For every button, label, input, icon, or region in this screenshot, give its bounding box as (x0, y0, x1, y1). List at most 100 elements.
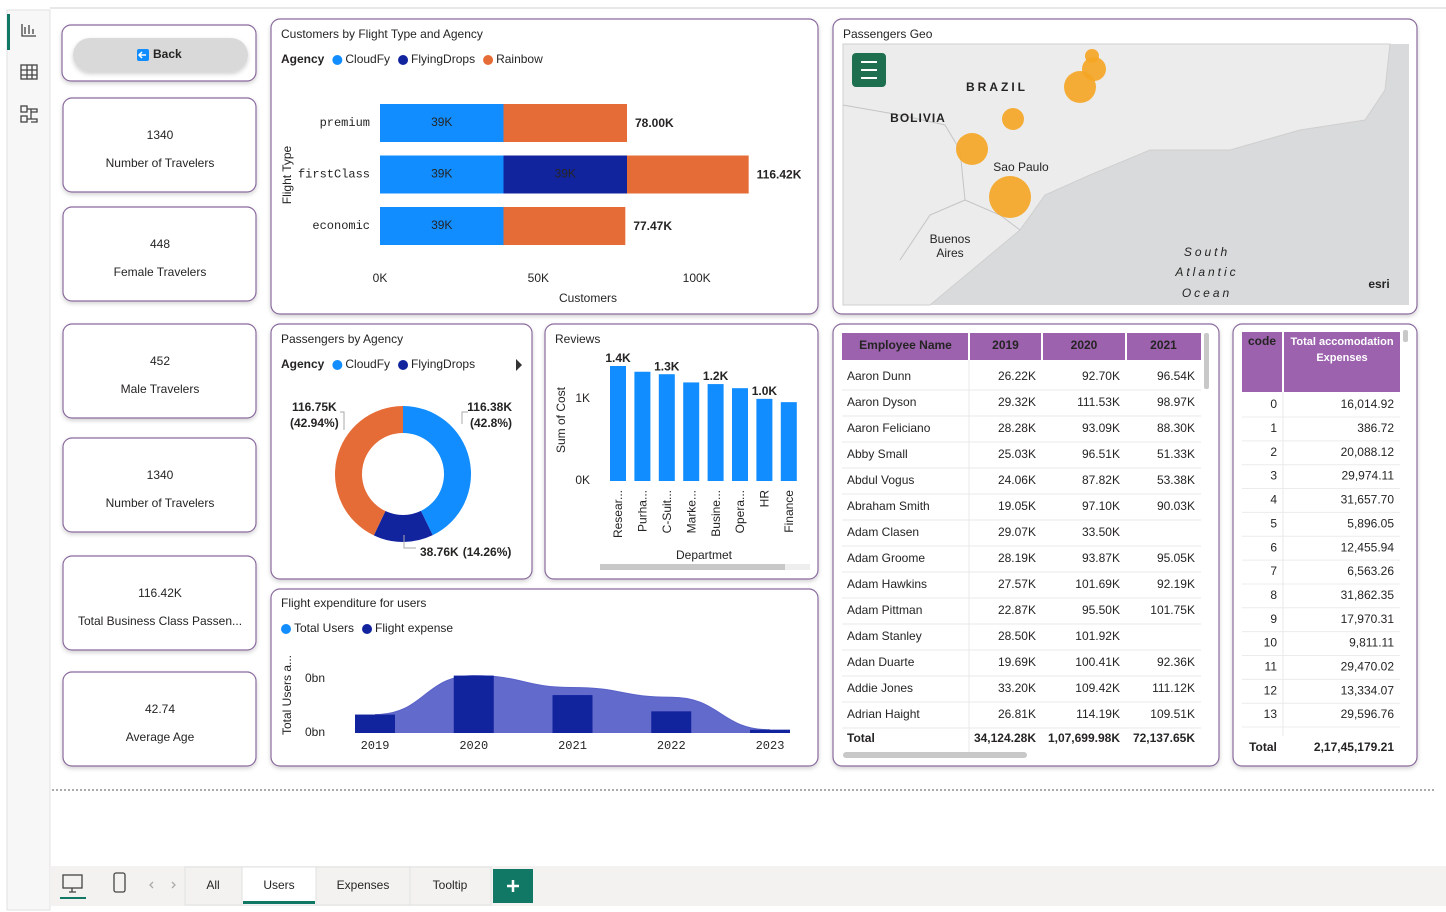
cell: Adam Groome (847, 551, 925, 565)
tab-label[interactable]: Users (263, 878, 294, 892)
cell: 96.54K (1157, 369, 1195, 383)
tab-label[interactable]: All (206, 878, 219, 892)
cell: 33.20K (998, 681, 1036, 695)
legend-title: Agency (281, 52, 325, 66)
data-label: (14.26%) (463, 545, 512, 559)
table-header (842, 333, 1201, 360)
sidebar-icons (20, 24, 38, 123)
cell: Adrian Haight (847, 707, 920, 721)
back-button[interactable]: Back (73, 38, 248, 72)
card-value: 42.74 (145, 702, 175, 716)
cell: 98.97K (1157, 395, 1195, 409)
page-tab[interactable]: Users (241, 866, 317, 906)
scroll-thumb[interactable] (1204, 333, 1209, 389)
column-header: 2021 (1150, 338, 1177, 352)
column-header-box: Total accomodation Expenses (1290, 336, 1393, 364)
legend-label: Total Users (294, 621, 354, 635)
bar (610, 366, 626, 481)
bar (707, 384, 724, 481)
cell: 7 (1270, 564, 1277, 578)
data-label: 38.76K (420, 545, 459, 559)
column-header: 2020 (1071, 338, 1098, 352)
cell: Aaron Dunn (847, 369, 911, 383)
map-bubble (956, 133, 988, 165)
column-header: code (1248, 334, 1276, 348)
tab-bg[interactable] (241, 866, 317, 906)
column (552, 695, 593, 733)
legend-marker (398, 55, 409, 65)
card-label: Total Business Class Passen... (78, 614, 242, 628)
employee-table-panel (832, 323, 1220, 767)
cell: 3 (1270, 469, 1277, 483)
cell: 22.87K (998, 603, 1036, 617)
card (62, 97, 257, 193)
map-label: South (1184, 245, 1230, 259)
agency-panel (270, 323, 533, 580)
map-label: Buenos (930, 232, 971, 246)
card-label: Number of Travelers (106, 156, 215, 170)
bar (634, 371, 651, 481)
y-axis-title: Sum of Cost (554, 386, 568, 453)
map-label: Aires (936, 246, 963, 260)
x-tick-label: 2023 (756, 739, 785, 753)
data-label: 39K (431, 218, 452, 232)
cell: 29.32K (998, 395, 1036, 409)
cell: 24.06K (998, 473, 1036, 487)
cell: 93.09K (1082, 421, 1120, 435)
y-tick-label: firstClass (298, 168, 370, 182)
cell: 100.41K (1075, 655, 1120, 669)
page-tab[interactable]: Tooltip (409, 866, 492, 906)
map-menu-icon (861, 61, 877, 79)
map-label: BRAZIL (966, 80, 1028, 94)
cell: Aaron Dyson (847, 395, 916, 409)
add-icon (507, 880, 519, 892)
cell: 2 (1270, 445, 1277, 459)
cell: 5,896.05 (1347, 516, 1394, 530)
back-label[interactable]: Back (153, 47, 182, 61)
page-tab[interactable]: All (184, 866, 243, 906)
card-label: Female Travelers (114, 265, 207, 279)
legend-more[interactable] (516, 359, 522, 371)
x-tick-label: 2022 (657, 739, 686, 753)
cell: 28.50K (998, 629, 1036, 643)
tab-label[interactable]: Expenses (337, 878, 390, 892)
x-tick-label: HR (758, 490, 772, 508)
tab-label[interactable]: Tooltip (433, 878, 468, 892)
scroll-thumb[interactable] (600, 564, 785, 570)
cell: Adam Clasen (847, 525, 919, 539)
card (62, 206, 257, 302)
expenditure-panel (270, 588, 819, 767)
chart-title: Customers by Flight Type and Agency (281, 27, 483, 41)
cell: 88.30K (1157, 421, 1195, 435)
cell: 17,970.31 (1341, 612, 1395, 626)
data-label: 1.3K (654, 359, 680, 373)
cell: Total (1249, 740, 1277, 754)
card-label: Average Age (126, 730, 195, 744)
back-button-bg[interactable] (73, 38, 248, 72)
card-value: 448 (150, 237, 170, 251)
cell: Adam Hawkins (847, 577, 927, 591)
x-axis-title: Departmet (676, 548, 733, 562)
bar (658, 374, 675, 481)
column (651, 711, 692, 733)
cell: 0 (1270, 397, 1277, 411)
data-label: 116.75K (292, 400, 337, 414)
cell: Addie Jones (847, 681, 913, 695)
data-label: 39K (555, 167, 576, 181)
page-tab[interactable]: Expenses (315, 866, 411, 906)
scroll-thumb[interactable] (843, 752, 1027, 758)
cell: 96.51K (1082, 447, 1120, 461)
cell: Aaron Feliciano (847, 421, 931, 435)
cell: 109.51K (1150, 707, 1195, 721)
tab-bg[interactable] (315, 866, 411, 906)
tab-bg[interactable] (409, 866, 492, 906)
tab-bg[interactable] (184, 866, 243, 906)
scroll-thumb[interactable] (1403, 330, 1408, 342)
y-tick-label: 0bn (305, 671, 325, 685)
x-tick-label: 100K (683, 271, 711, 285)
x-tick-label: Finance (782, 490, 796, 533)
card-label: Male Travelers (121, 382, 200, 396)
cell: Adan Duarte (847, 655, 915, 669)
cell: 93.87K (1082, 551, 1120, 565)
legend-label: CloudFy (345, 357, 390, 371)
